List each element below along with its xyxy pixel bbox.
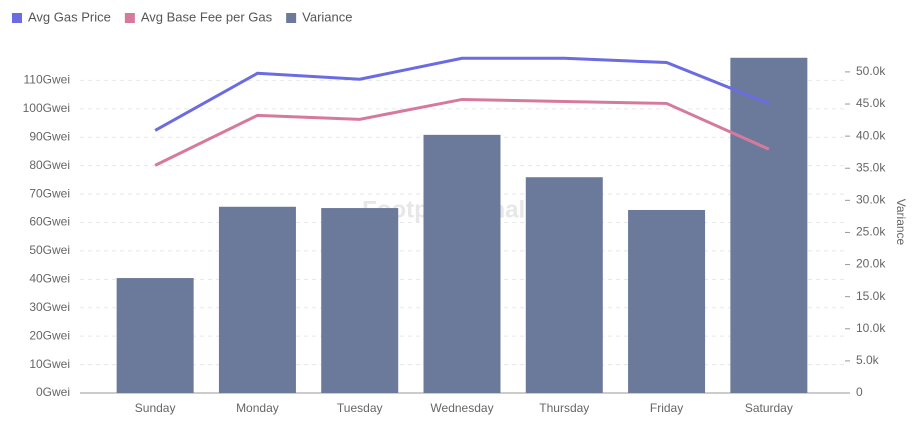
x-tick-label: Monday	[236, 401, 279, 415]
y-tick-label: 60Gwei	[29, 215, 70, 229]
bar	[116, 278, 194, 393]
legend-swatch	[12, 13, 22, 23]
y-tick-label: 20Gwei	[29, 328, 70, 342]
y-tick-label: 70Gwei	[29, 186, 70, 200]
y-tick-label: 0Gwei	[36, 385, 70, 399]
x-tick-label: Tuesday	[337, 401, 383, 415]
y2-tick-label: 15.0k	[856, 289, 886, 303]
y2-tick-label: 5.0k	[856, 353, 880, 367]
legend-swatch	[286, 13, 297, 23]
legend-label: Variance	[302, 9, 352, 24]
y2-tick-label: 30.0k	[856, 193, 886, 207]
y-tick-label: 30Gwei	[29, 300, 70, 314]
legend-swatch	[124, 13, 135, 23]
y-tick-label: 110Gwei	[24, 73, 70, 87]
x-tick-label: Friday	[650, 401, 683, 415]
y2-tick-label: 35.0k	[856, 160, 886, 174]
y-tick-label: 90Gwei	[29, 129, 70, 143]
line	[154, 97, 770, 167]
bar	[525, 177, 603, 393]
bar	[730, 57, 808, 393]
y-tick-label: 80Gwei	[29, 158, 70, 172]
x-tick-label: Sunday	[135, 401, 176, 415]
y-tick-label: 10Gwei	[29, 357, 70, 371]
x-tick-label: Thursday	[539, 401, 589, 415]
y2-axis-label: Variance	[894, 199, 908, 246]
y2-tick-label: 25.0k	[856, 225, 886, 239]
bar	[218, 206, 296, 393]
legend-label: Avg Gas Price	[28, 9, 111, 24]
x-tick-label: Wednesday	[430, 401, 493, 415]
bar	[628, 209, 706, 393]
y2-tick-label: 10.0k	[856, 321, 886, 335]
bar	[321, 208, 399, 393]
line	[154, 56, 770, 132]
y2-tick-label: 40.0k	[856, 128, 886, 142]
y-tick-label: 50Gwei	[29, 243, 70, 257]
y-tick-label: 40Gwei	[29, 272, 70, 286]
y2-tick-label: 45.0k	[856, 96, 886, 110]
bar	[423, 134, 501, 394]
y-tick-label: 100Gwei	[23, 101, 70, 115]
legend-label: Avg Base Fee per Gas	[141, 9, 273, 24]
y2-tick-label: 20.0k	[856, 257, 886, 271]
x-tick-label: Saturday	[745, 401, 793, 415]
y2-tick-label: 0	[856, 385, 863, 399]
y2-tick-label: 50.0k	[856, 64, 886, 78]
